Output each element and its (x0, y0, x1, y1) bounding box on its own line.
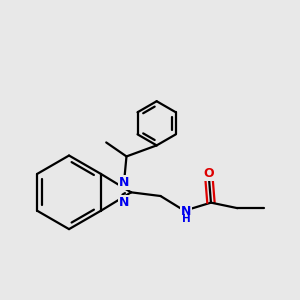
Text: H: H (182, 214, 191, 224)
Text: N: N (119, 196, 130, 209)
Text: N: N (119, 176, 130, 189)
Text: N: N (181, 205, 191, 218)
Text: O: O (203, 167, 214, 180)
